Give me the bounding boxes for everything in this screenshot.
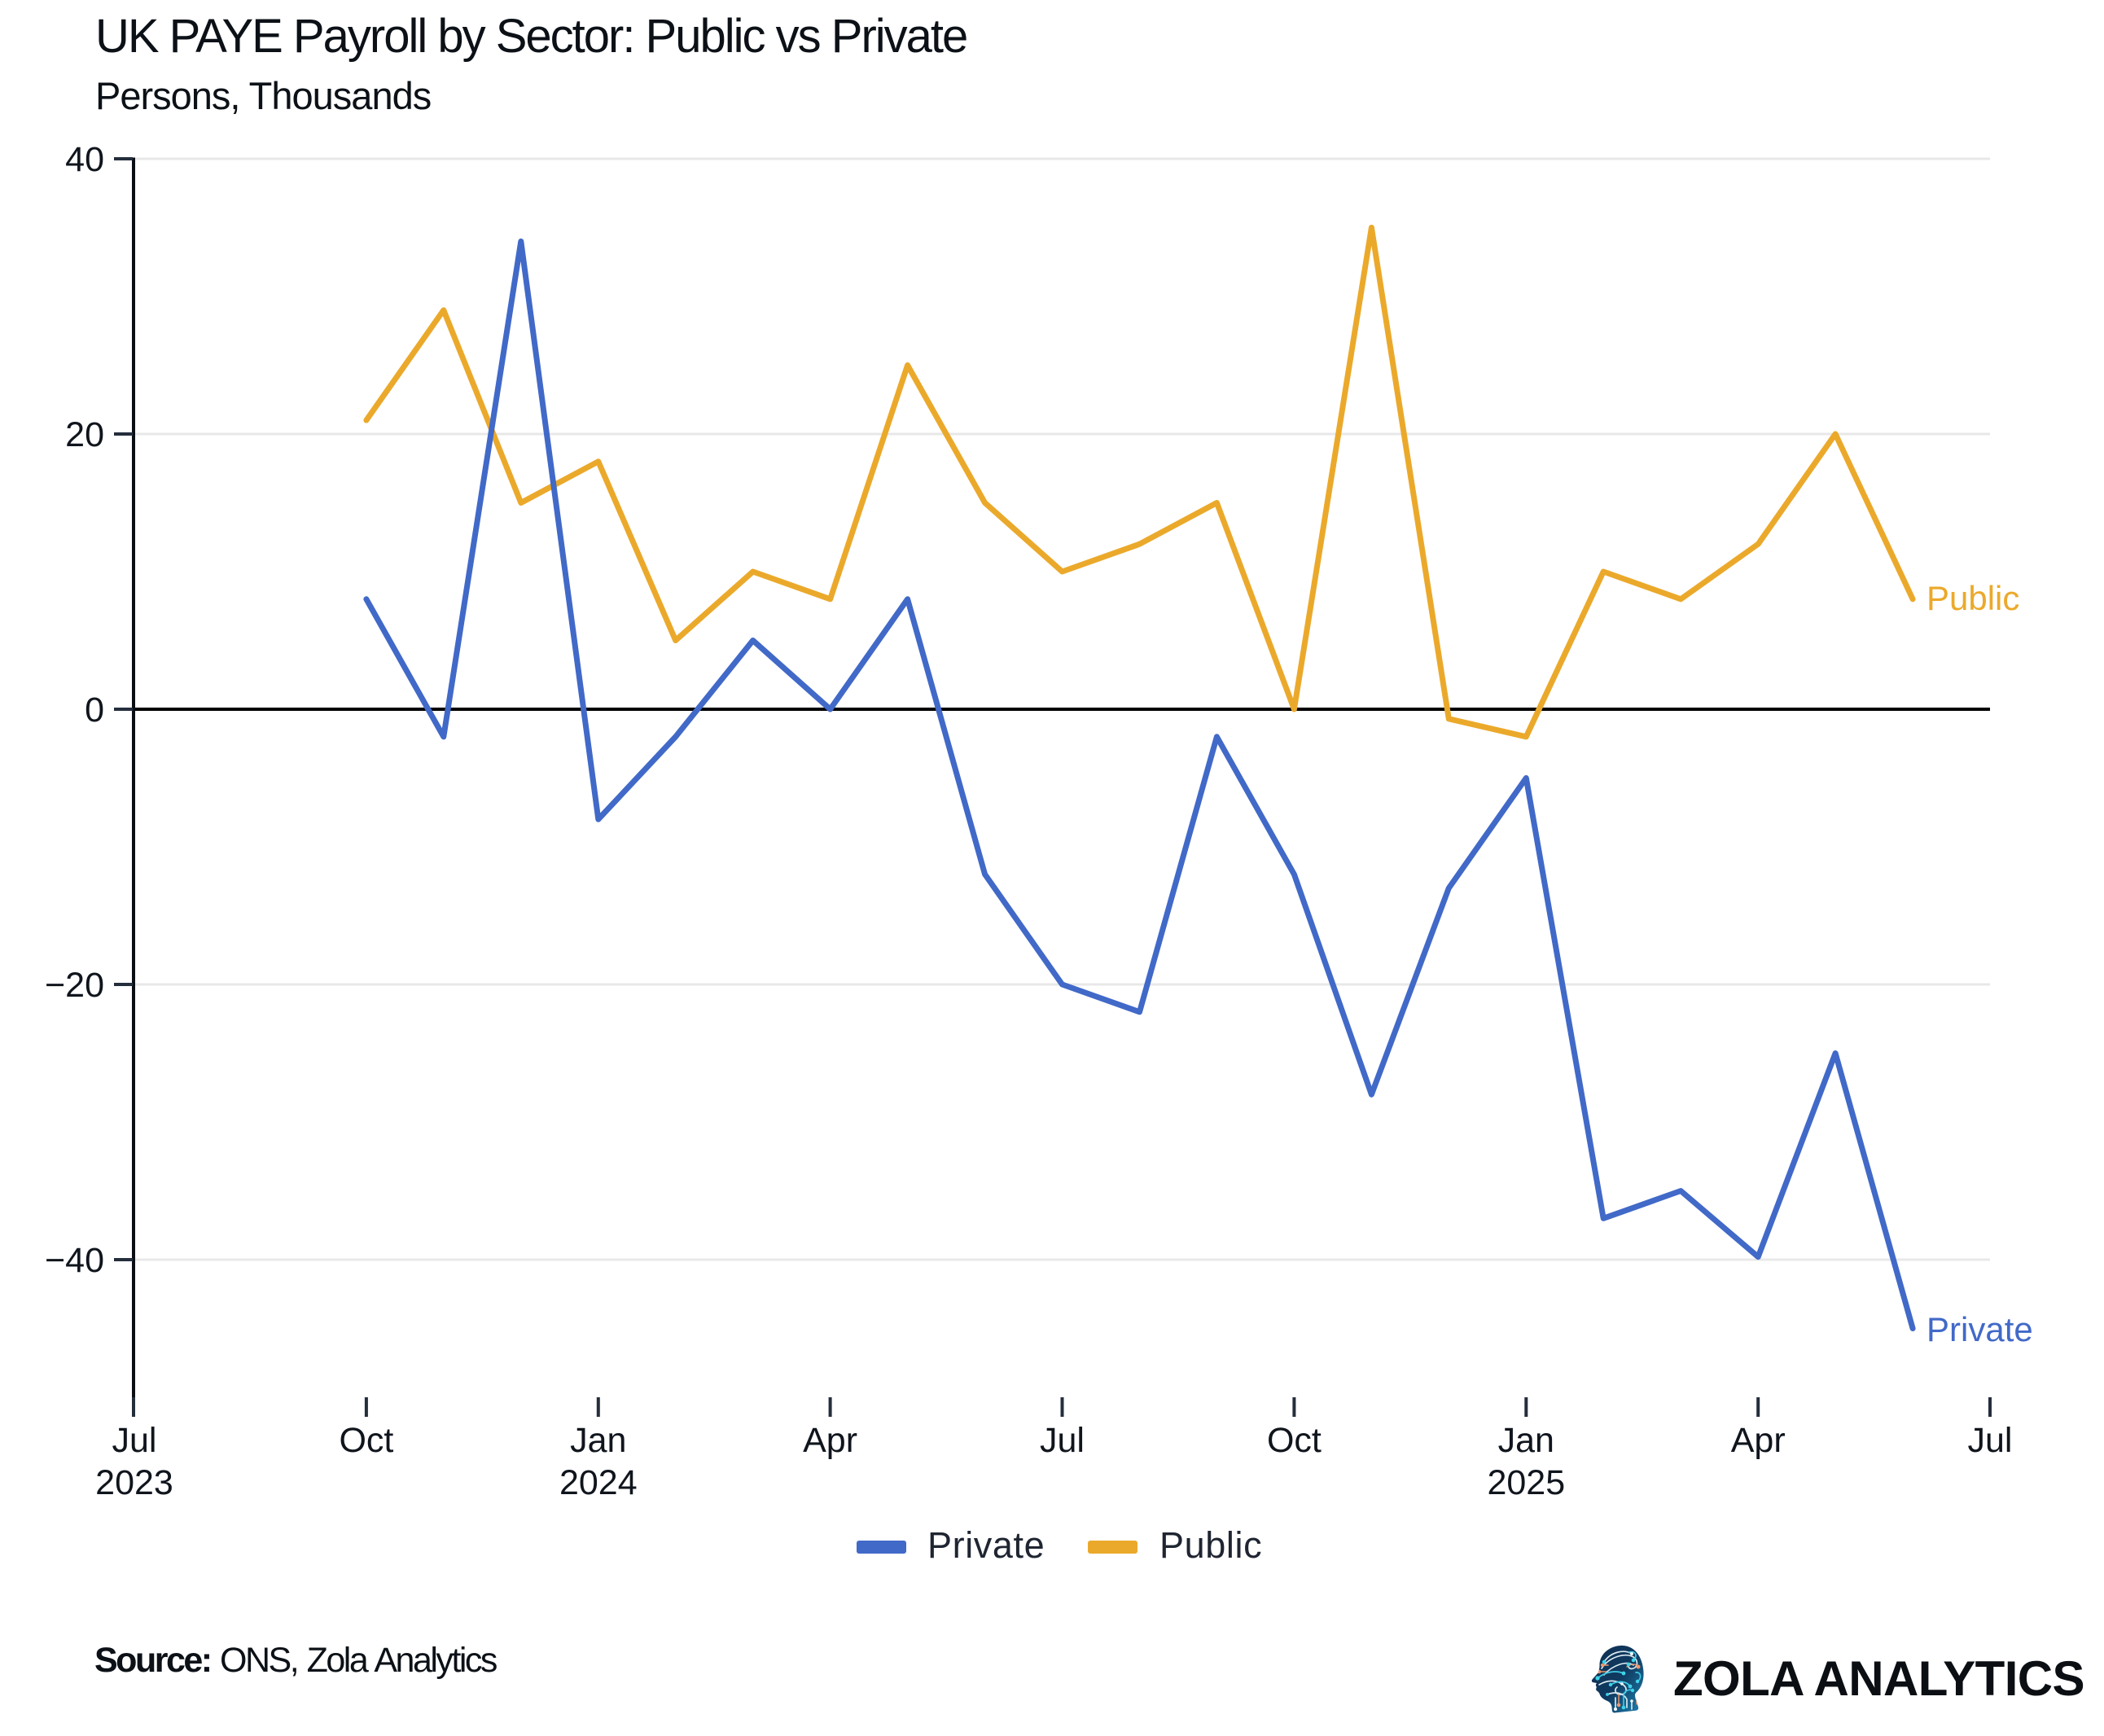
- svg-text:Oct: Oct: [1267, 1421, 1322, 1460]
- svg-text:ZOLA ANALYTICS: ZOLA ANALYTICS: [1673, 1651, 2084, 1706]
- svg-text:Public: Public: [1159, 1524, 1262, 1566]
- svg-text:Jul: Jul: [1968, 1421, 2013, 1460]
- svg-text:20: 20: [65, 415, 104, 454]
- svg-text:Jan: Jan: [1498, 1421, 1554, 1460]
- svg-text:0: 0: [85, 690, 104, 730]
- svg-text:UK PAYE Payroll by Sector: Pub: UK PAYE Payroll by Sector: Public vs Pri…: [95, 10, 967, 63]
- svg-text:Jan: Jan: [570, 1421, 626, 1460]
- svg-text:Jul: Jul: [112, 1421, 157, 1460]
- svg-text:2024: 2024: [559, 1463, 638, 1502]
- svg-text:Source: ONS, Zola Analytics: Source: ONS, Zola Analytics: [94, 1641, 497, 1680]
- svg-text:2025: 2025: [1487, 1463, 1565, 1502]
- svg-text:−20: −20: [45, 966, 104, 1005]
- svg-text:40: 40: [65, 140, 104, 179]
- svg-text:Apr: Apr: [1731, 1421, 1786, 1460]
- svg-text:Public: Public: [1926, 579, 2019, 617]
- svg-text:Private: Private: [927, 1524, 1045, 1566]
- svg-text:Persons, Thousands: Persons, Thousands: [95, 74, 431, 117]
- svg-text:Oct: Oct: [339, 1421, 393, 1460]
- svg-text:Apr: Apr: [803, 1421, 857, 1460]
- svg-text:2023: 2023: [95, 1463, 173, 1502]
- svg-text:Jul: Jul: [1040, 1421, 1085, 1460]
- svg-text:Private: Private: [1926, 1310, 2033, 1348]
- svg-text:−40: −40: [45, 1241, 104, 1280]
